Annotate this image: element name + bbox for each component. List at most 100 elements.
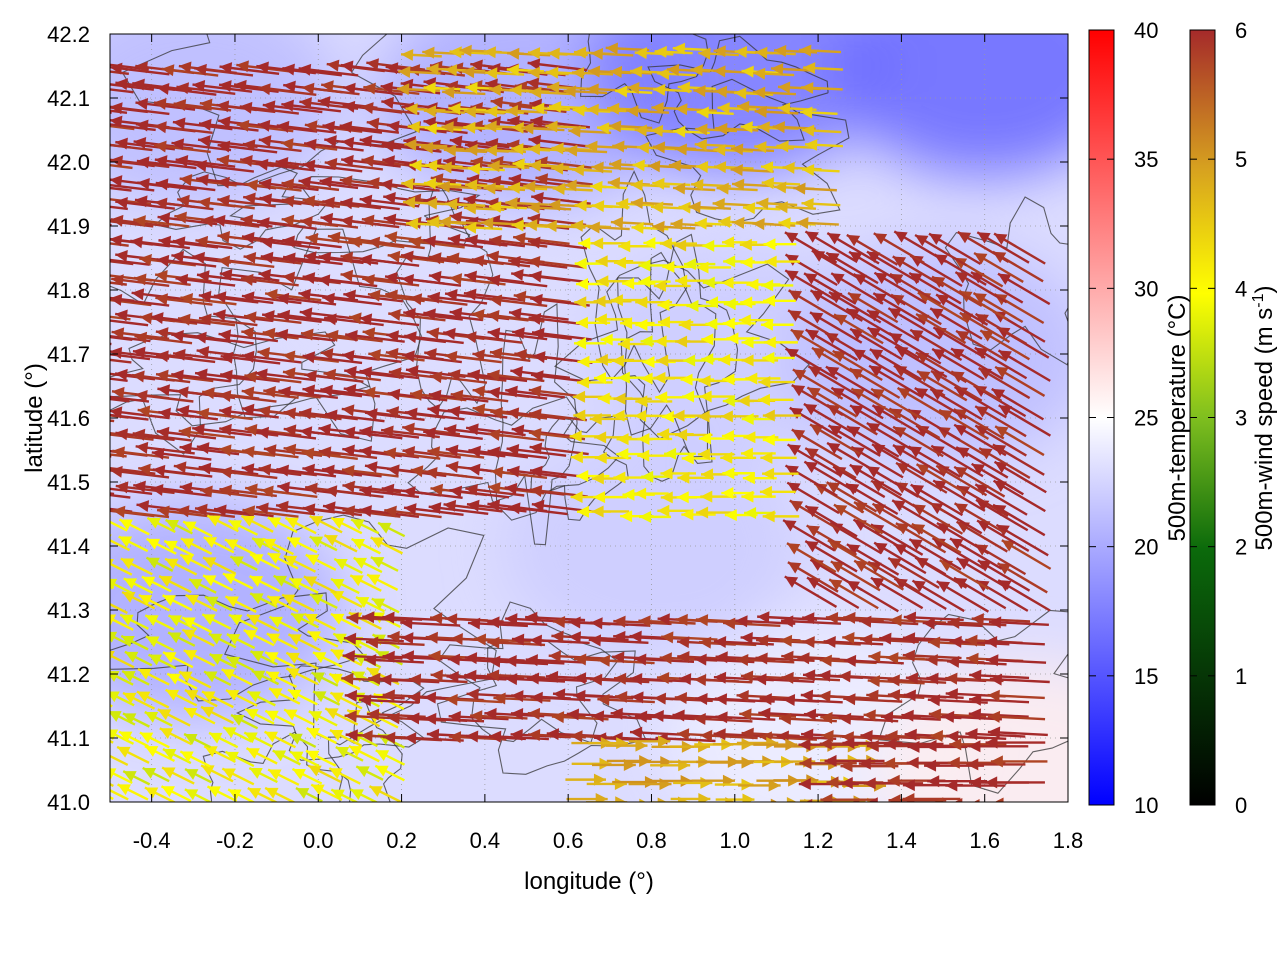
wind-vector-head (90, 347, 103, 359)
wind-vector-head (94, 193, 107, 205)
wind-vector-head (635, 296, 648, 309)
wind-vector-head (722, 395, 735, 408)
wind-vector-head (312, 652, 327, 664)
wind-vector-head (150, 483, 164, 496)
wind-vector-head (226, 656, 241, 668)
wind-vector-head (936, 581, 951, 593)
wind-vector-head (635, 739, 648, 752)
wind-vector-head (714, 693, 728, 706)
x-tick-label: 1.0 (719, 828, 750, 853)
wind-vector-head (507, 181, 521, 194)
wind-vector-head (591, 472, 604, 485)
wind-vector-head (930, 729, 944, 742)
wind-vector-head (484, 144, 498, 157)
wind-vector-head (267, 596, 281, 607)
wind-vector-head (866, 251, 881, 263)
wind-vector-head (638, 275, 651, 288)
wind-vector-head (147, 517, 161, 529)
wind-vector-head (909, 272, 923, 285)
wind-vector-head (424, 467, 438, 479)
wind-vector-head (157, 505, 170, 518)
wind-vector-head (73, 328, 86, 340)
wind-vector-head (973, 799, 980, 802)
wind-vector-head (267, 517, 282, 529)
wind-vector-head (849, 464, 864, 477)
wind-vector-head (444, 613, 458, 626)
wind-vector-head (157, 709, 172, 721)
wind-vector-head (283, 555, 298, 567)
wind-vector-head (95, 215, 108, 227)
wind-vector-head (449, 211, 463, 224)
wind-vector-head (266, 633, 281, 645)
wind-vector-head (428, 389, 442, 402)
wind-vector-head (788, 290, 803, 302)
wind-vector-head (867, 310, 881, 322)
wind-vector-head (383, 731, 396, 744)
wind-vector-head (138, 463, 151, 476)
wind-vector-head (250, 593, 264, 605)
wind-vector-head (218, 444, 232, 457)
wind-vector-head (428, 270, 442, 283)
wind-vector-head (840, 777, 853, 790)
wind-vector-head (994, 797, 1004, 802)
wind-vector-head (770, 798, 778, 802)
wind-vector-head (956, 558, 971, 570)
wind-vector-head (362, 386, 376, 399)
wind-vector-head (566, 708, 580, 721)
wind-vector-head (629, 630, 642, 643)
wind-vector-head (635, 395, 648, 408)
wind-vector-head (122, 592, 136, 603)
wind-vector-head (745, 372, 758, 385)
wind-vector-head (353, 557, 368, 569)
wind-vector-head (594, 431, 607, 444)
wind-vector-head (594, 313, 607, 326)
wind-vector-head (198, 135, 211, 148)
wind-vector-head (613, 630, 626, 643)
wind-vector-head (742, 202, 756, 215)
wind-vector-head (192, 423, 205, 436)
wind-vector-head (320, 348, 334, 361)
wind-vector-shaft (110, 562, 133, 576)
wind-vector-head (359, 694, 372, 707)
wind-vector-head (803, 62, 816, 75)
wind-vector-head (653, 371, 666, 384)
wind-vector-head (161, 64, 175, 77)
wind-vector-head (216, 154, 230, 167)
wind-vector-head (549, 100, 562, 113)
wind-vector-head (595, 793, 608, 802)
wind-vector-head (383, 213, 397, 226)
wind-vector-head (546, 728, 560, 741)
wind-vector-head (343, 289, 356, 302)
wind-vector-head (184, 690, 199, 701)
wind-vector-head (189, 579, 203, 590)
wind-vector-head (651, 201, 664, 214)
wind-vector-head (774, 44, 787, 57)
wind-vector-head (325, 329, 339, 342)
wind-vector-head (573, 409, 586, 422)
x-tick-label: 1.8 (1053, 828, 1084, 853)
wind-vector-head (675, 103, 688, 116)
wind-vector-head (609, 65, 623, 78)
wind-vector-head (715, 711, 728, 724)
wind-vector-head (529, 442, 543, 455)
wind-vector-head (115, 78, 129, 91)
wind-vector-head (777, 81, 791, 94)
wind-vector-head (713, 45, 726, 58)
wind-vector-head (467, 617, 481, 630)
wind-vector-head (975, 313, 989, 326)
wind-vector-head (842, 631, 855, 644)
wind-vector-head (110, 784, 111, 786)
wind-vector-head (179, 482, 193, 495)
wind-vector-head (250, 651, 264, 662)
wind-vector-head (799, 44, 812, 57)
wind-vector-head (659, 652, 672, 665)
wind-vector-head (322, 292, 335, 305)
wind-vector-head (367, 289, 381, 302)
wind-vector-head (924, 739, 937, 752)
wind-vector-head (200, 485, 213, 498)
wind-vector-head (260, 251, 274, 264)
wind-vector-head (200, 215, 214, 228)
plot-area (73, 33, 1069, 803)
colorbar-tick-label: 30 (1134, 276, 1158, 301)
